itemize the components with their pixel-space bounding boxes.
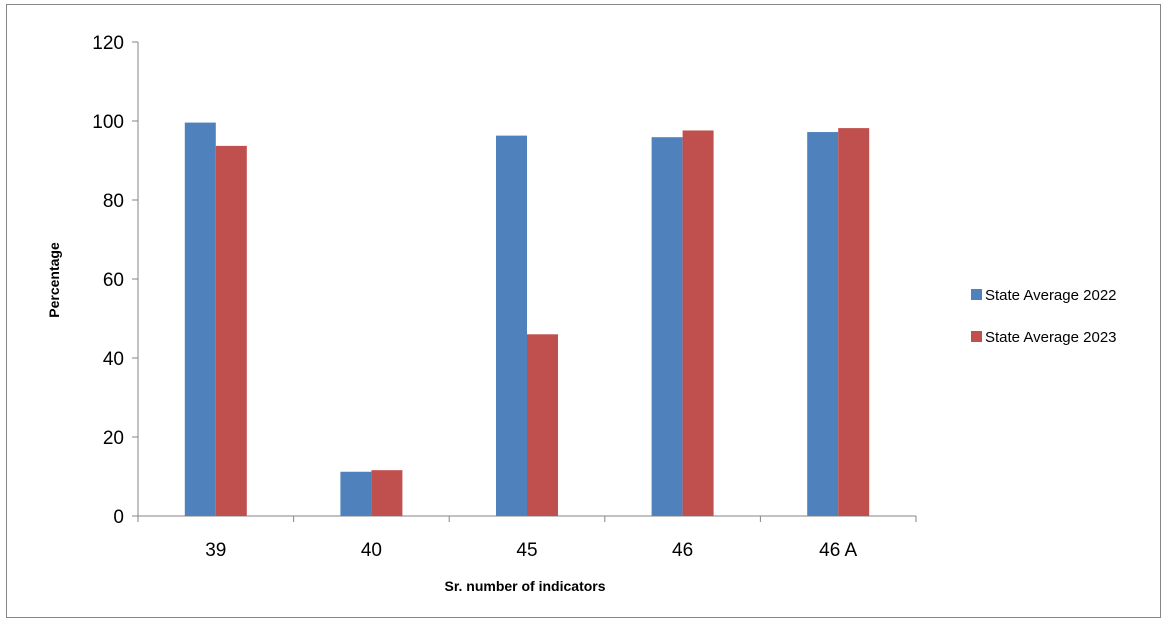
bar-state-average-2023-46-a	[838, 128, 870, 517]
y-tick-label: 60	[103, 270, 124, 291]
legend-swatch	[971, 289, 982, 300]
x-tick-label: 46	[672, 540, 693, 561]
y-axis-title: Percentage	[46, 242, 62, 318]
legend: State Average 2022 State Average 2023	[971, 287, 1117, 346]
x-axis-title: Sr. number of indicators	[444, 578, 605, 594]
bar-state-average-2022-39	[184, 122, 216, 516]
x-tick-label: 46 A	[819, 540, 857, 561]
bars	[184, 122, 870, 517]
y-tick-label: 120	[92, 33, 124, 54]
bar-state-average-2022-40	[340, 471, 372, 516]
y-tick-label: 0	[113, 507, 124, 528]
y-tick-label: 80	[103, 191, 124, 212]
legend-swatch	[971, 331, 982, 342]
bar-state-average-2023-40	[371, 470, 403, 516]
bar-state-average-2023-45	[527, 334, 558, 516]
x-axis: 39 40 45 46 46 A	[137, 515, 917, 561]
bar-state-average-2022-46	[651, 137, 683, 516]
x-tick-label: 45	[516, 540, 537, 561]
y-tick-label: 20	[103, 428, 124, 449]
legend-label: State Average 2023	[985, 329, 1117, 346]
bar-state-average-2023-39	[215, 145, 247, 516]
y-tick-label: 40	[103, 349, 124, 370]
x-tick-label: 39	[205, 540, 226, 561]
bar-state-average-2023-46	[682, 130, 714, 517]
y-tick-label: 100	[92, 112, 124, 133]
y-axis: 0 20 40 60 80 100 120	[92, 33, 139, 528]
bar-state-average-2022-46-a	[807, 132, 839, 516]
legend-label: State Average 2022	[985, 287, 1117, 304]
bar-state-average-2022-45	[496, 135, 527, 517]
x-tick-label: 40	[361, 540, 382, 561]
